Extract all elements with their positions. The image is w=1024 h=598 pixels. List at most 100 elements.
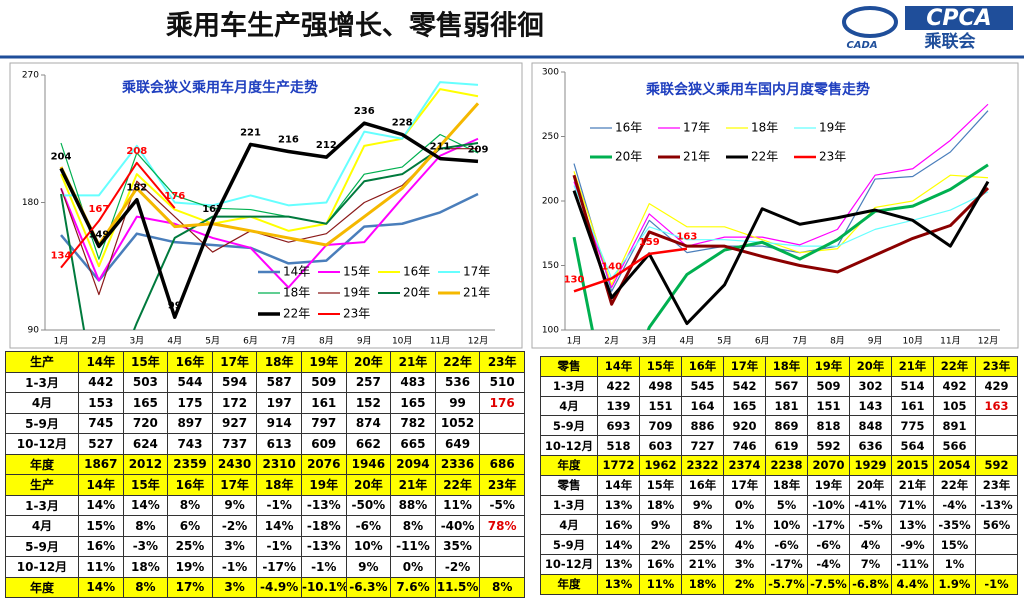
table-cell: 2076: [300, 453, 347, 475]
table-cell: 587: [256, 371, 302, 393]
table-cell: 8%: [681, 514, 724, 536]
table-cell: 172: [211, 392, 258, 414]
table-cell: 914: [256, 412, 302, 434]
series-line: [573, 247, 688, 293]
table-cell: 8%: [479, 576, 525, 598]
table-cell: 年度: [540, 454, 598, 476]
table-cell: 720: [122, 412, 169, 434]
table-row: 1-3月 14% 14% 8% 9% -1% -13% -50% 88% 11% -5%: [5, 494, 525, 516]
table-cell: 25%: [681, 534, 724, 555]
series-line: [59, 102, 480, 247]
table-cell: 4%: [849, 534, 892, 555]
table-cell: 22年: [933, 356, 976, 377]
table-cell: 8%: [390, 515, 436, 537]
table-cell: 693: [597, 415, 640, 437]
x-tick-label: 11月: [430, 336, 450, 347]
y-tick-label: 150: [542, 261, 559, 271]
table-cell: 165: [122, 392, 169, 414]
legend-label: 18年: [283, 286, 310, 300]
table-cell: 175: [167, 392, 213, 414]
table-row: 10-12月 518 603 727 746 619 592 636 564 566: [540, 435, 1018, 456]
table-cell: 1-3月: [540, 375, 598, 397]
table-row: 5-9月 14% 2% 25% 4% -6% -6% 4% -9% 15%: [540, 534, 1018, 555]
table-cell: 10%: [765, 514, 808, 536]
table-cell: 35%: [434, 535, 481, 557]
logo-main: CPCA: [926, 6, 991, 31]
table-cell: 662: [345, 433, 392, 455]
x-tick-label: 3月: [642, 336, 657, 347]
x-tick-label: 12月: [468, 336, 488, 347]
table-cell: -6%: [765, 534, 808, 555]
data-label: 209: [468, 144, 489, 155]
table-row: 4月 139 151 164 165 181 151 143 161 105 163: [540, 395, 1018, 417]
series-line: [60, 137, 479, 289]
table-cell: [975, 415, 1018, 437]
table-cell: 2015: [891, 454, 934, 476]
x-tick-label: 5月: [717, 336, 732, 347]
table-cell: 483: [390, 371, 436, 393]
table-cell: 143: [849, 395, 892, 417]
table-row: 生产 14年 15年 16年 17年 18年 19年 20年 21年 22年 23年: [5, 474, 525, 496]
table-cell: -4%: [933, 494, 976, 516]
table-cell: 15年: [122, 474, 169, 496]
data-label: 211: [430, 142, 451, 153]
table-cell: 13%: [597, 494, 640, 516]
table-cell: 1-3月: [5, 494, 79, 516]
table-cell: 4月: [540, 514, 598, 536]
table-cell: 16年: [167, 474, 213, 496]
legend-label: 22年: [283, 307, 310, 321]
table-cell: 594: [211, 371, 258, 393]
series-line: [61, 81, 479, 207]
table-cell: 527: [78, 433, 124, 455]
table-cell: -40%: [434, 515, 481, 537]
table-cell: 161: [891, 395, 934, 417]
x-tick-label: 1月: [54, 336, 69, 347]
table-cell: 2012: [122, 453, 169, 475]
table-cell: 920: [723, 415, 766, 437]
table-cell: -41%: [849, 494, 892, 516]
table-cell: 2%: [639, 534, 682, 555]
table-cell: 1929: [849, 454, 892, 476]
table-cell: 2359: [167, 453, 213, 475]
table-cell: 609: [300, 433, 347, 455]
table-cell: 21%: [681, 553, 724, 575]
table-cell: 197: [256, 392, 302, 414]
table-cell: 22年: [434, 474, 481, 496]
logo-sub: 乘联会: [924, 31, 976, 52]
table-cell: 71%: [891, 494, 934, 516]
data-label: 216: [278, 135, 299, 146]
table-cell: 15%: [78, 515, 124, 537]
table-cell: 14%: [78, 576, 124, 598]
table-row: 5-9月 16% -3% 25% 3% -1% -13% 10% -11% 35%: [5, 535, 525, 557]
table-row: 4月 153 165 175 172 197 161 152 165 99 176: [5, 392, 525, 414]
slide-graphics: 乘用车生产强增长、零售弱徘徊 CADA CPCA 乘联会 乘联会狭义乘用车月度生…: [0, 6, 1024, 349]
table-cell: -11%: [891, 553, 934, 575]
series-line: [60, 161, 176, 269]
table-row: 零售 14年 15年 16年 17年 18年 19年 20年 21年 22年 23年: [540, 356, 1018, 377]
table-row: 5-9月 693 709 886 920 869 818 848 775 891: [540, 415, 1018, 437]
table-cell: [975, 534, 1018, 555]
table-cell: 15%: [933, 534, 976, 555]
table-cell: -5%: [849, 514, 892, 536]
series-line: [572, 163, 989, 330]
slide-title: 乘用车生产强增长、零售弱徘徊: [165, 10, 544, 42]
table-cell: 775: [891, 415, 934, 437]
y-tick-label: 90: [28, 326, 40, 336]
table-cell: -7.5%: [807, 573, 850, 595]
data-label: 204: [51, 152, 72, 163]
table-cell: 544: [167, 371, 213, 393]
table-cell: 927: [211, 412, 258, 434]
table-cell: -6%: [345, 515, 392, 537]
table-cell: 零售: [540, 474, 598, 496]
table-cell: 年度: [540, 573, 598, 595]
table-cell: 422: [597, 375, 640, 397]
data-label: 182: [126, 183, 147, 194]
table-cell: 1962: [639, 454, 682, 476]
table-cell: 14年: [78, 351, 124, 373]
x-tick-label: 4月: [680, 336, 695, 347]
series-line: [60, 142, 479, 330]
table-cell: 4月: [540, 395, 598, 417]
table-cell: 2322: [681, 454, 724, 476]
table-cell: 20年: [849, 356, 892, 377]
table-cell: 15年: [639, 474, 682, 496]
